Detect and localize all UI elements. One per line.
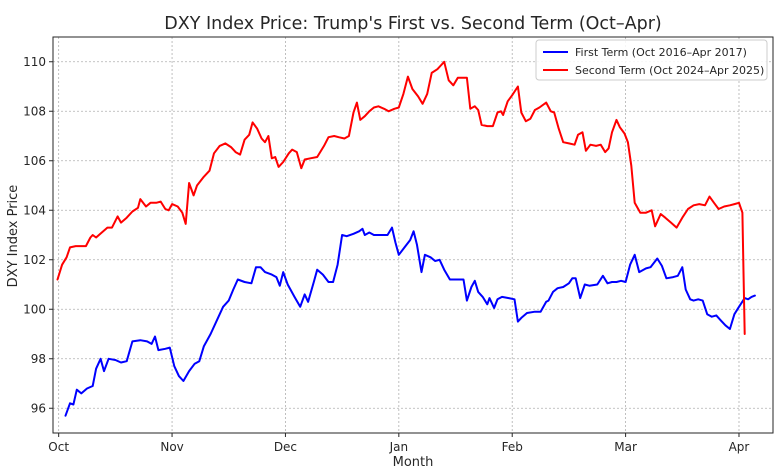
- y-axis-ticks: 96 98 100 102 104 106 108 110: [23, 55, 53, 415]
- x-tick-label: Jan: [389, 440, 409, 454]
- x-tick-label: Apr: [729, 440, 750, 454]
- legend-label-second-term: Second Term (Oct 2024–Apr 2025): [575, 64, 764, 77]
- y-tick-label: 96: [31, 401, 46, 415]
- y-tick-label: 108: [23, 104, 46, 118]
- y-tick-label: 100: [23, 302, 46, 316]
- series-line-first-term: [64, 226, 756, 417]
- series-line-second-term: [56, 60, 746, 335]
- series-lines: [56, 60, 756, 417]
- x-tick-label: Mar: [614, 440, 637, 454]
- legend-box: [535, 39, 768, 81]
- y-tick-label: 104: [23, 203, 46, 217]
- legend: First Term (Oct 2016–Apr 2017) Second Te…: [535, 39, 768, 81]
- y-axis-title: DXY Index Price: [6, 185, 21, 288]
- chart-title: DXY Index Price: Trump's First vs. Secon…: [164, 14, 662, 34]
- x-axis-ticks: Oct Nov Dec Jan Feb Mar Apr: [48, 433, 749, 454]
- plot-frame: [52, 36, 774, 434]
- x-tick-label: Nov: [160, 440, 183, 454]
- y-tick-label: 110: [23, 55, 46, 69]
- x-axis-title: Month: [393, 455, 434, 470]
- x-tick-label: Feb: [502, 440, 523, 454]
- y-tick-label: 98: [31, 352, 46, 366]
- legend-label-first-term: First Term (Oct 2016–Apr 2017): [575, 46, 747, 59]
- y-tick-label: 106: [23, 154, 46, 168]
- y-tick-label: 102: [23, 253, 46, 267]
- x-tick-label: Dec: [274, 440, 297, 454]
- grid: [53, 37, 773, 433]
- x-tick-label: Oct: [48, 440, 69, 454]
